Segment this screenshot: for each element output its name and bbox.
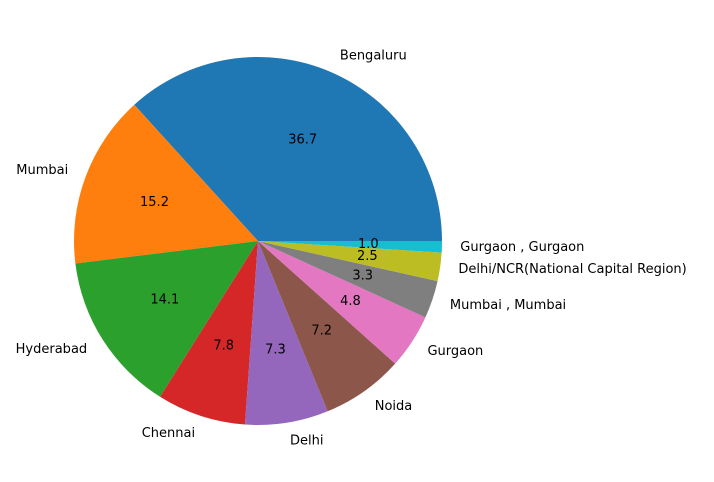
slice-label-1: Mumbai <box>16 163 68 178</box>
pie-slice-8 <box>258 241 442 282</box>
slice-label-4: Delhi <box>290 433 323 448</box>
pie-slice-2 <box>75 241 258 397</box>
slice-percent-3: 7.8 <box>213 338 234 353</box>
pie-slice-1 <box>74 104 258 264</box>
pie-slice-9 <box>258 241 442 253</box>
pie-slice-0 <box>134 56 442 241</box>
pie-slice-4 <box>244 241 328 425</box>
slices-layer <box>74 56 442 425</box>
pie-slice-5 <box>258 241 396 412</box>
slice-label-7: Mumbai , Mumbai <box>450 298 566 313</box>
slice-label-3: Chennai <box>142 426 195 441</box>
slice-percent-8: 2.5 <box>357 249 378 264</box>
slice-label-8: Delhi/NCR(National Capital Region) <box>458 262 686 277</box>
slice-percent-0: 36.7 <box>288 133 317 148</box>
slice-label-5: Noida <box>375 399 413 414</box>
pie-slice-3 <box>160 241 258 425</box>
slice-percent-4: 7.3 <box>265 343 286 358</box>
slice-label-2: Hyderabad <box>16 342 88 357</box>
slice-percent-5: 7.2 <box>311 324 332 339</box>
pie-slice-7 <box>258 241 438 318</box>
slice-percent-6: 4.8 <box>340 294 361 309</box>
slice-percent-1: 15.2 <box>140 195 169 210</box>
slice-percent-7: 3.3 <box>352 269 373 284</box>
pie-slice-6 <box>258 241 426 364</box>
slice-label-0: Bengaluru <box>340 48 407 63</box>
slice-label-9: Gurgaon , Gurgaon <box>460 240 584 255</box>
labels-layer: Bengaluru 36.7 Mumbai 15.2 Hyderabad 14.1 Chen… <box>16 48 687 448</box>
slice-label-6: Gurgaon <box>427 344 483 359</box>
slice-percent-2: 14.1 <box>150 293 179 308</box>
slice-percent-9: 1.0 <box>358 237 379 252</box>
